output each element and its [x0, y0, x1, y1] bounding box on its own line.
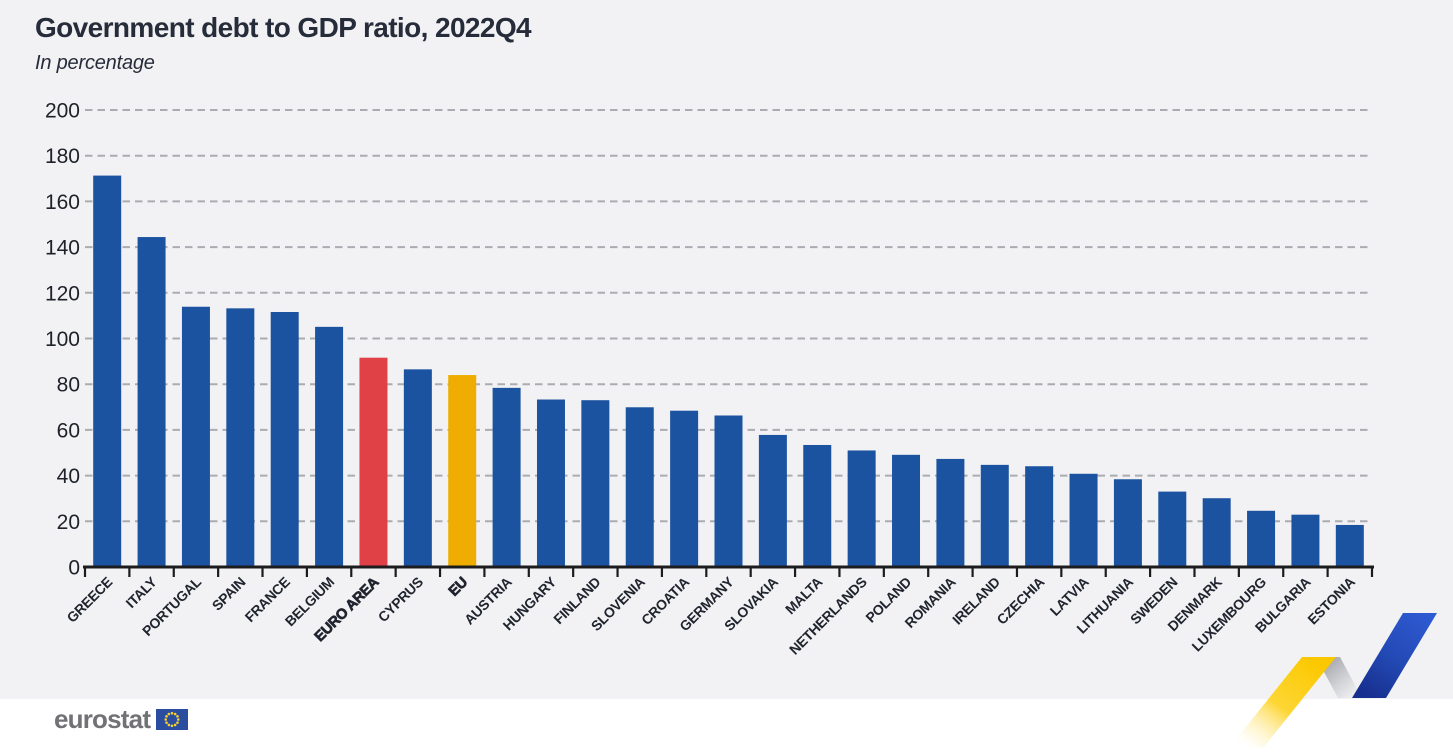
- y-axis-label-200: 200: [45, 100, 80, 123]
- eu-flag-star: [167, 712, 171, 715]
- bar-croatia: [670, 410, 699, 567]
- bar-romania: [936, 458, 965, 567]
- y-axis-label-20: 20: [57, 511, 80, 534]
- ribbon-yellow-segment: [1229, 657, 1336, 748]
- x-axis-label-malta: MALTA: [782, 574, 826, 618]
- y-axis-label-100: 100: [45, 328, 80, 351]
- bar-czechia: [1025, 466, 1054, 567]
- y-axis-label-140: 140: [45, 237, 80, 260]
- bar-denmark: [1202, 498, 1231, 567]
- bar-hungary: [536, 399, 565, 567]
- bar-lithuania: [1113, 479, 1142, 567]
- eu-flag-star: [176, 714, 179, 718]
- eurostat-logo: eurostat: [54, 704, 189, 734]
- x-axis-label-cyprus: CYPRUS: [375, 574, 426, 625]
- eurostat-logo-text: eurostat: [54, 704, 151, 734]
- eu-flag-star: [167, 723, 171, 726]
- eu-flag-star: [174, 723, 177, 726]
- y-axis-label-180: 180: [45, 145, 80, 168]
- x-axis-label-netherlands: NETHERLANDS: [786, 574, 870, 658]
- page-subtitle: In percentage: [35, 52, 155, 74]
- bar-euro-area: [359, 357, 388, 567]
- x-axis-label-italy: ITALY: [122, 573, 160, 611]
- x-axis-label-latvia: LATVIA: [1047, 574, 1092, 619]
- bar-cyprus: [403, 369, 432, 567]
- bar-netherlands: [847, 450, 876, 567]
- x-axis-label-estonia: ESTONIA: [1304, 574, 1358, 628]
- x-axis-label-greece: GREECE: [63, 574, 115, 626]
- eu-flag-star: [177, 717, 180, 721]
- eu-flag-star: [170, 724, 174, 727]
- y-axis-label-120: 120: [45, 282, 80, 305]
- eu-flag-icon: [156, 708, 189, 730]
- bar-finland: [581, 400, 610, 567]
- bar-ireland: [980, 464, 1009, 567]
- bar-spain: [226, 308, 255, 567]
- bar-portugal: [181, 306, 210, 567]
- bar-belgium: [315, 326, 344, 567]
- y-axis-label-40: 40: [57, 465, 80, 488]
- eu-flag-star: [174, 712, 177, 715]
- bar-estonia: [1335, 524, 1364, 567]
- ribbon-graphic: [1229, 613, 1437, 748]
- x-axis-label-eu: EU: [446, 575, 471, 600]
- y-axis-label-60: 60: [57, 419, 80, 442]
- y-axis-label-0: 0: [68, 557, 80, 580]
- bar-poland: [892, 454, 921, 567]
- bar-italy: [137, 237, 166, 567]
- y-axis-label-80: 80: [57, 374, 80, 397]
- bar-bulgaria: [1291, 514, 1320, 567]
- bar-france: [270, 311, 299, 567]
- bar-greece: [93, 175, 122, 567]
- y-axis-label-160: 160: [45, 191, 80, 214]
- x-axis-label-spain: SPAIN: [209, 574, 249, 614]
- page-title: Government debt to GDP ratio, 2022Q4: [35, 12, 532, 43]
- ribbon-blue-segment: [1352, 613, 1437, 698]
- x-axis-label-czechia: CZECHIA: [993, 574, 1047, 628]
- eu-flag-star: [164, 717, 168, 721]
- eu-flag-star: [165, 720, 169, 724]
- bar-luxembourg: [1247, 510, 1276, 567]
- bar-latvia: [1069, 473, 1098, 567]
- bar-austria: [492, 387, 521, 567]
- bar-slovenia: [625, 407, 654, 567]
- eu-flag-star: [176, 720, 179, 724]
- bar-sweden: [1158, 491, 1187, 567]
- bar-malta: [803, 444, 832, 567]
- bar-eu: [448, 375, 477, 567]
- eu-flag-star: [165, 714, 169, 718]
- eu-flag-star: [170, 711, 174, 714]
- x-axis-label-ireland: IRELAND: [949, 574, 1003, 628]
- bar-germany: [714, 415, 743, 567]
- bar-slovakia: [758, 434, 787, 567]
